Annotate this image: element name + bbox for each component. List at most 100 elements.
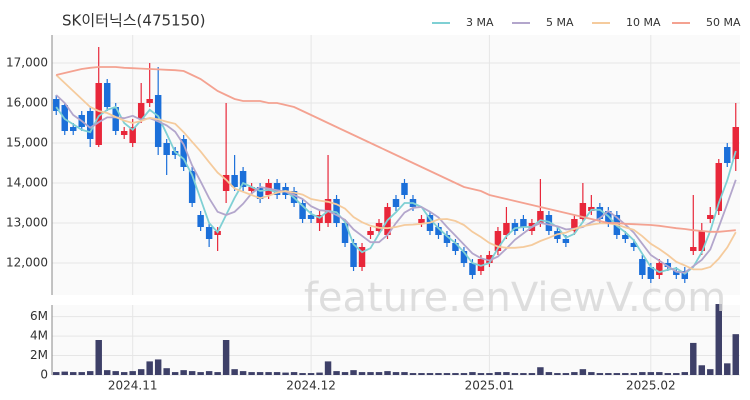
volume-bar	[673, 373, 680, 375]
volume-bar	[86, 371, 94, 375]
volume-bar	[146, 361, 153, 375]
legend-label: 50 MA	[706, 16, 741, 29]
candle-body	[537, 211, 544, 223]
candle-body	[732, 127, 739, 159]
candle-body	[724, 147, 731, 163]
candle-body	[307, 215, 315, 219]
candle-body	[622, 235, 629, 239]
volume-bar	[290, 372, 298, 375]
candle-body	[596, 207, 604, 219]
volume-bar	[256, 372, 264, 375]
volume-bar	[171, 372, 179, 375]
y-tick-label: 17,000	[6, 56, 48, 70]
candle-body	[698, 231, 706, 251]
y-tick-label: 2M	[30, 348, 48, 362]
volume-bar	[112, 371, 119, 375]
volume-bar	[494, 372, 502, 375]
legend-label: 3 MA	[466, 16, 494, 29]
volume-bar	[61, 371, 68, 375]
candle-body	[443, 235, 451, 243]
volume-bar	[426, 373, 434, 375]
candle-body	[137, 103, 145, 119]
candle-body	[681, 271, 689, 279]
candle-body	[350, 243, 357, 267]
volume-bar	[562, 373, 570, 375]
ma-line	[55, 74, 737, 271]
candle-body	[571, 219, 578, 231]
candle-body	[248, 187, 255, 191]
volume-bar	[231, 369, 238, 375]
volume-bar	[639, 372, 646, 375]
volume-bar	[511, 373, 519, 375]
candle-body	[630, 243, 638, 247]
volume-bar	[630, 373, 638, 375]
candle-body	[239, 171, 247, 187]
volume-bar	[78, 372, 85, 375]
x-tick-label: 2024.12	[286, 379, 336, 393]
y-tick-label: 16,000	[6, 96, 48, 110]
candle-body	[503, 223, 510, 235]
candle-body	[579, 203, 587, 219]
legend-label: 5 MA	[546, 16, 574, 29]
volume-bar	[367, 372, 374, 375]
volume-bar	[273, 372, 281, 375]
volume-bar	[486, 373, 493, 375]
candle-body	[664, 263, 672, 267]
candle-body	[316, 215, 323, 223]
volume-bar	[265, 372, 272, 375]
volume-bar	[103, 370, 111, 375]
ma-line	[55, 94, 737, 274]
volume-bar	[333, 371, 340, 375]
candle-body	[656, 263, 663, 275]
candle-body	[562, 239, 570, 243]
volume-bar	[350, 370, 357, 375]
candle-body	[95, 83, 102, 145]
candle-body	[401, 183, 408, 195]
candle-body	[435, 227, 442, 235]
candle-body	[418, 219, 425, 223]
candle-body	[511, 223, 519, 231]
candle-body	[231, 175, 238, 187]
candle-body	[103, 83, 111, 107]
plot: 2024.11 2024.12 2025.01 2025.02 12,000 13,000…	[6, 35, 740, 393]
volume-bar	[579, 369, 587, 375]
candle-body	[163, 143, 170, 155]
volume-bar	[154, 359, 162, 375]
volume-bar	[324, 361, 332, 375]
x-tick-label: 2024.11	[108, 379, 158, 393]
candle-body	[358, 247, 366, 267]
x-tick-label: 2025.02	[626, 379, 676, 393]
volume-bar	[197, 372, 204, 375]
volume-bar	[477, 373, 485, 375]
volume-bar	[469, 372, 476, 375]
candle-body	[341, 223, 349, 243]
candle-body	[112, 107, 119, 131]
ma-line	[55, 66, 736, 233]
volume-bar	[282, 372, 289, 375]
candle-body	[146, 99, 153, 103]
volume-bar	[180, 370, 187, 375]
price-panel	[52, 35, 740, 295]
volume-bar	[664, 373, 672, 375]
volume-bar	[545, 372, 553, 375]
volume-bar	[307, 373, 315, 375]
volume-bar	[715, 304, 722, 375]
candle-body	[205, 227, 213, 239]
volume-bar	[613, 373, 621, 375]
volume-bar	[341, 372, 349, 375]
volume-bar	[120, 372, 128, 375]
y-tick-label: 6M	[30, 309, 48, 323]
volume-bar	[605, 373, 612, 375]
candle-body	[392, 199, 400, 207]
volume-bar	[707, 369, 714, 375]
y-tick-label: 0	[40, 368, 48, 382]
candle-body	[222, 175, 230, 191]
volume-bar	[401, 372, 408, 375]
candle-body	[129, 127, 136, 143]
candle-body	[460, 251, 468, 263]
volume-bar	[503, 372, 510, 375]
volume-bar	[163, 368, 170, 375]
candle-body	[545, 215, 553, 231]
volume-bar	[384, 371, 391, 375]
x-tick-label: 2025.01	[465, 379, 515, 393]
